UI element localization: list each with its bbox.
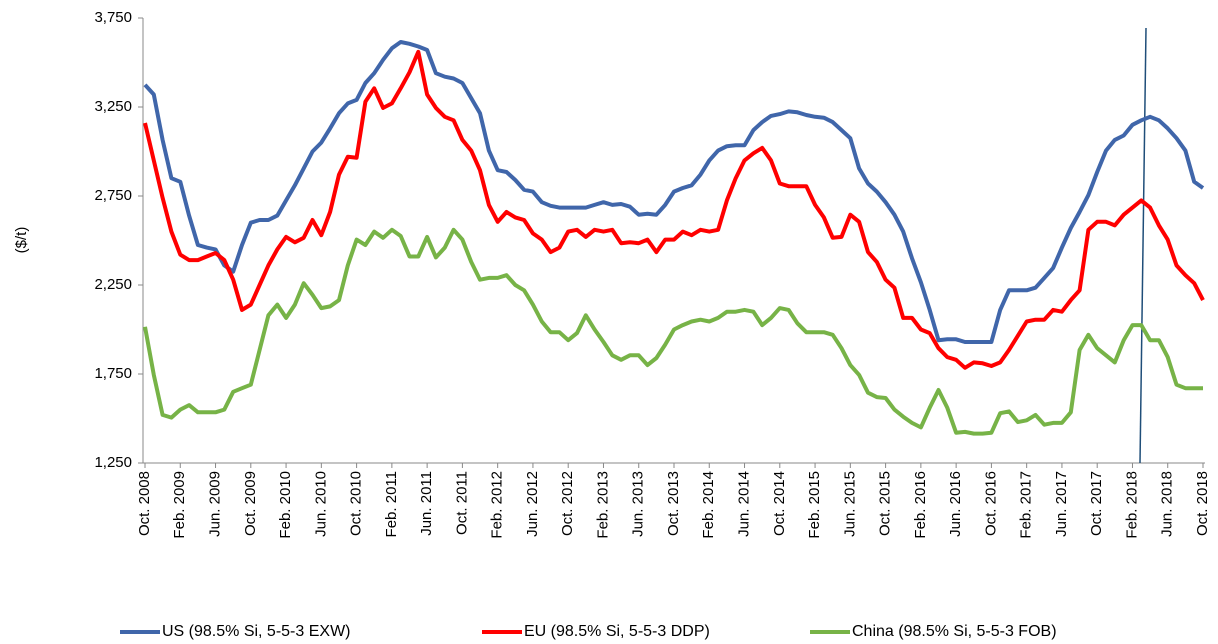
x-tick-label: Feb. 2010 bbox=[277, 471, 294, 539]
x-tick-label: Feb. 2009 bbox=[171, 471, 188, 539]
x-tick-label: Feb. 2015 bbox=[806, 471, 823, 539]
legend-label: China (98.5% Si, 5-5-3 FOB) bbox=[852, 623, 1057, 640]
x-tick-label: Oct. 2013 bbox=[665, 471, 682, 536]
y-axis-label: ($/t) bbox=[13, 227, 30, 254]
x-tick-label: Oct. 2008 bbox=[136, 471, 153, 536]
x-tick-label: Oct. 2010 bbox=[348, 471, 365, 536]
x-tick-label: Feb. 2016 bbox=[912, 471, 929, 539]
x-tick-label: Oct. 2009 bbox=[242, 471, 259, 536]
y-tick-label: 3,750 bbox=[94, 9, 132, 26]
x-tick-label: Oct. 2016 bbox=[982, 471, 999, 536]
y-tick-label: 2,250 bbox=[94, 276, 132, 293]
series-line bbox=[143, 227, 1203, 436]
x-tick-label: Jun. 2016 bbox=[947, 471, 964, 537]
legend-label: US (98.5% Si, 5-5-3 EXW) bbox=[162, 623, 351, 640]
x-tick-label: Oct. 2017 bbox=[1088, 471, 1105, 536]
x-tick-label: Feb. 2012 bbox=[489, 471, 506, 539]
x-tick-label: Feb. 2017 bbox=[1018, 471, 1035, 539]
y-tick-label: 1,250 bbox=[94, 454, 132, 471]
legend: US (98.5% Si, 5-5-3 EXW) EU (98.5% Si, 5-… bbox=[120, 623, 1057, 640]
legend-label: EU (98.5% Si, 5-5-3 DDP) bbox=[524, 623, 710, 640]
x-tick-label: Oct. 2018 bbox=[1194, 471, 1211, 536]
series-line bbox=[143, 49, 1205, 370]
x-tick-label: Jun. 2017 bbox=[1053, 471, 1070, 537]
y-tick-label: 3,250 bbox=[94, 98, 132, 115]
x-tick-label: Jun. 2014 bbox=[736, 471, 753, 537]
x-tick-label: Jun. 2018 bbox=[1159, 471, 1176, 537]
x-tick-label: Jun. 2012 bbox=[524, 471, 541, 537]
x-tick-label: Oct. 2012 bbox=[559, 471, 576, 536]
x-tick-label: Jun. 2013 bbox=[630, 471, 647, 537]
x-tick-label: Jun. 2009 bbox=[207, 471, 224, 537]
x-tick-label: Feb. 2011 bbox=[383, 471, 400, 537]
x-tick-label: Feb. 2014 bbox=[700, 471, 717, 539]
series-line bbox=[143, 40, 1205, 344]
x-tick-label: Jun. 2011 bbox=[418, 471, 435, 536]
x-tick-label: Jun. 2015 bbox=[841, 471, 858, 537]
x-tick-label: Feb. 2018 bbox=[1123, 471, 1140, 539]
y-tick-label: 2,750 bbox=[94, 187, 132, 204]
x-tick-label: Oct. 2011 bbox=[453, 471, 470, 535]
x-tick-label: Oct. 2014 bbox=[771, 471, 788, 536]
y-tick-label: 1,750 bbox=[94, 365, 132, 382]
x-tick-label: Oct. 2015 bbox=[877, 471, 894, 536]
annotation-line bbox=[1139, 27, 1147, 464]
x-tick-label: Feb. 2013 bbox=[594, 471, 611, 539]
x-tick-label: Jun. 2010 bbox=[312, 471, 329, 537]
